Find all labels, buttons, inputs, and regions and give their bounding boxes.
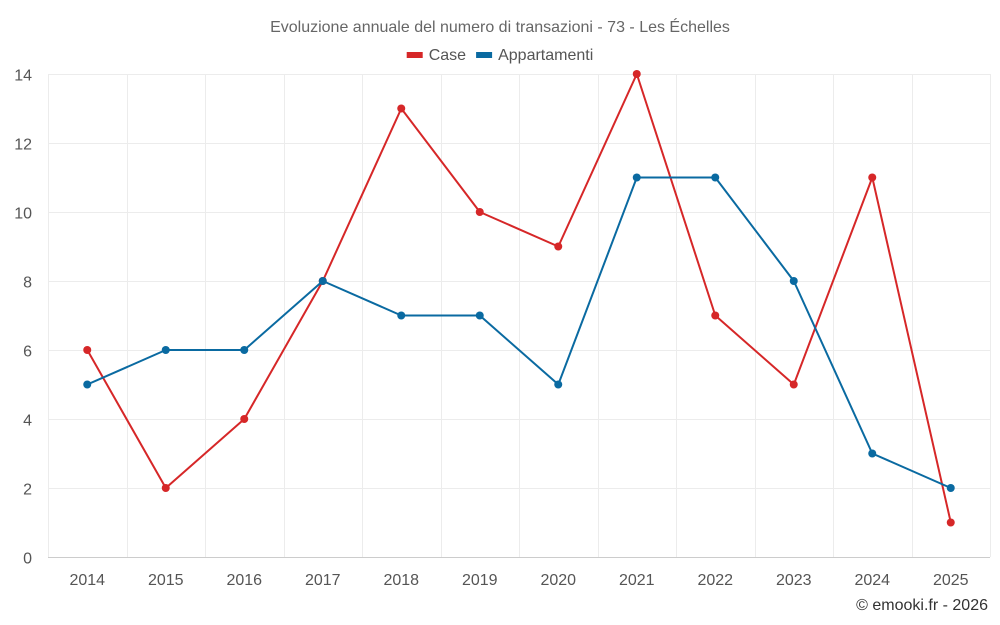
- data-point[interactable]: [632, 173, 641, 182]
- legend-item-case[interactable]: Case: [406, 47, 466, 64]
- x-tick-label: 2021: [619, 572, 655, 589]
- x-tick-label: 2020: [540, 572, 576, 589]
- data-point[interactable]: [240, 415, 249, 423]
- credit-text: © emooki.fr - 2026: [856, 597, 988, 614]
- y-tick-label: 6: [23, 344, 32, 361]
- data-point[interactable]: [161, 346, 170, 354]
- data-point[interactable]: [711, 311, 720, 320]
- data-point[interactable]: [946, 484, 955, 492]
- data-point[interactable]: [789, 277, 798, 285]
- x-axis-ticks: 2014 2015 2016 2017 2018 2019 2020 2021 2022 2023…: [69, 572, 968, 589]
- y-tick-label: 10: [14, 206, 32, 223]
- data-point[interactable]: [318, 277, 327, 285]
- data-point[interactable]: [397, 311, 406, 320]
- data-point[interactable]: [83, 346, 92, 354]
- data-point[interactable]: [554, 242, 563, 251]
- series-appartamenti: [83, 173, 955, 492]
- data-point[interactable]: [161, 484, 170, 492]
- y-tick-label: 8: [23, 275, 32, 292]
- legend-label: Appartamenti: [498, 47, 593, 64]
- legend-swatch: [476, 52, 493, 58]
- legend: Case Appartamenti: [406, 47, 593, 64]
- data-point[interactable]: [475, 311, 484, 320]
- x-tick-label: 2017: [305, 572, 341, 589]
- x-tick-label: 2019: [462, 572, 498, 589]
- x-tick-label: 2018: [383, 572, 419, 589]
- y-axis-ticks: 0 2 4 6 8 10 12 14: [14, 68, 32, 568]
- series-line: [86, 176, 952, 489]
- data-point[interactable]: [868, 173, 877, 182]
- data-point[interactable]: [475, 208, 484, 216]
- y-tick-label: 12: [14, 137, 32, 154]
- x-tick-label: 2022: [697, 572, 733, 589]
- data-point[interactable]: [83, 380, 92, 389]
- x-tick-label: 2016: [226, 572, 262, 589]
- data-point[interactable]: [946, 518, 955, 527]
- series-case: [83, 70, 955, 527]
- chart-title: Evoluzione annuale del numero di transaz…: [270, 17, 730, 36]
- data-point[interactable]: [711, 173, 720, 182]
- x-tick-label: 2015: [148, 572, 184, 589]
- x-tick-label: 2024: [854, 572, 890, 589]
- data-point[interactable]: [397, 104, 406, 113]
- y-tick-label: 4: [23, 413, 32, 430]
- gridlines: [48, 74, 991, 557]
- x-tick-label: 2023: [776, 572, 812, 589]
- data-point[interactable]: [632, 70, 641, 78]
- legend-swatch: [406, 52, 423, 58]
- legend-label: Case: [429, 47, 466, 64]
- x-tick-label: 2025: [933, 572, 969, 589]
- y-tick-label: 0: [23, 551, 32, 568]
- series-line: [86, 73, 952, 523]
- y-tick-label: 14: [14, 68, 32, 85]
- data-point[interactable]: [868, 449, 877, 458]
- series-layer: [83, 70, 955, 527]
- data-point[interactable]: [789, 380, 798, 389]
- y-tick-label: 2: [23, 482, 32, 499]
- x-tick-label: 2014: [69, 572, 105, 589]
- legend-item-appartamenti[interactable]: Appartamenti: [476, 47, 593, 64]
- data-point[interactable]: [240, 346, 249, 354]
- data-point[interactable]: [554, 380, 563, 389]
